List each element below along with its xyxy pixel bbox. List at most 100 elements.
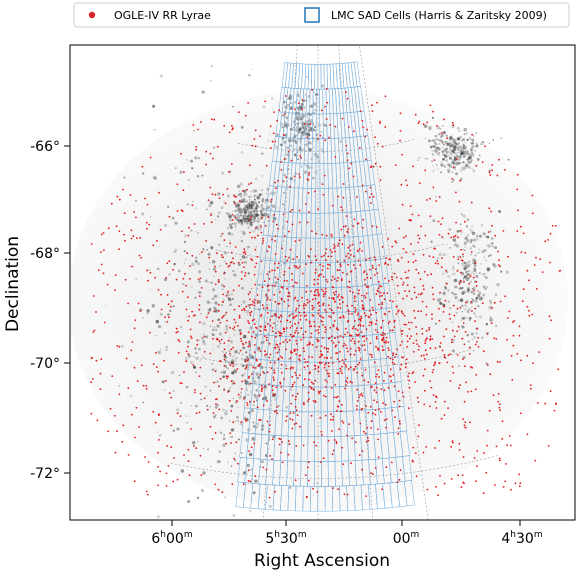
rr-lyrae-point: [232, 257, 234, 260]
rr-lyrae-point: [394, 240, 397, 243]
rr-lyrae-point: [178, 340, 181, 343]
rr-lyrae-point: [217, 303, 220, 306]
rr-lyrae-point: [365, 441, 368, 443]
dust-speck: [436, 126, 441, 130]
rr-lyrae-point: [322, 290, 325, 293]
dust-speck: [467, 286, 470, 290]
dust-speck: [248, 411, 250, 414]
dust-speck: [248, 452, 253, 457]
rr-lyrae-point: [316, 491, 319, 493]
rr-lyrae-point: [241, 309, 243, 311]
dust-speck: [170, 370, 175, 375]
dust-speck: [168, 309, 172, 313]
rr-lyrae-point: [329, 249, 332, 252]
rr-lyrae-point: [313, 294, 316, 297]
rr-lyrae-point: [405, 179, 407, 182]
dust-speck: [236, 218, 240, 222]
dust-speck: [261, 207, 265, 212]
rr-lyrae-point: [381, 345, 384, 348]
rr-lyrae-point: [272, 376, 275, 379]
rr-lyrae-point: [443, 414, 446, 416]
dust-speck: [452, 145, 457, 150]
rr-lyrae-point: [317, 275, 320, 277]
dust-speck: [263, 341, 265, 343]
rr-lyrae-point: [273, 371, 276, 374]
dust-speck: [489, 318, 493, 322]
rr-lyrae-point: [266, 307, 269, 310]
rr-lyrae-point: [447, 407, 449, 409]
rr-lyrae-point: [281, 461, 284, 464]
rr-lyrae-point: [288, 230, 290, 233]
rr-lyrae-point: [344, 327, 347, 330]
dust-speck: [236, 419, 240, 423]
dust-speck: [247, 195, 250, 198]
rr-lyrae-point: [283, 270, 286, 273]
dust-speck: [480, 337, 483, 339]
dust-speck: [239, 192, 242, 195]
rr-lyrae-point: [367, 381, 370, 383]
rr-lyrae-point: [189, 277, 191, 280]
rr-lyrae-point: [177, 338, 180, 341]
dust-speck: [475, 237, 479, 241]
rr-lyrae-point: [322, 304, 324, 306]
dust-speck: [467, 160, 471, 164]
rr-lyrae-point: [460, 249, 462, 251]
rr-lyrae-point: [250, 215, 253, 218]
rr-lyrae-point: [280, 297, 283, 300]
dust-speck: [213, 306, 217, 310]
dust-speck: [443, 165, 447, 168]
dust-speck: [444, 140, 447, 143]
dust-speck: [434, 140, 436, 143]
rr-lyrae-point: [352, 175, 355, 178]
dust-speck: [473, 336, 476, 339]
dust-speck: [475, 142, 478, 144]
dust-speck: [228, 223, 233, 227]
dust-speck: [457, 151, 459, 154]
dust-speck: [256, 210, 259, 213]
dust-speck: [214, 309, 218, 313]
rr-lyrae-point: [330, 413, 332, 416]
dust-speck: [324, 124, 327, 127]
rr-lyrae-point: [405, 277, 408, 279]
rr-lyrae-point: [315, 444, 317, 447]
rr-lyrae-point: [133, 211, 135, 213]
dust-speck: [451, 162, 453, 164]
rr-lyrae-point: [268, 246, 271, 249]
rr-lyrae-point: [181, 230, 183, 233]
dust-speck: [234, 350, 238, 354]
dust-speck: [253, 196, 256, 199]
dust-speck: [249, 210, 252, 212]
rr-lyrae-point: [205, 316, 208, 319]
rr-lyrae-point: [165, 485, 168, 487]
rr-lyrae-point: [333, 396, 336, 399]
rr-lyrae-point: [470, 251, 473, 253]
dust-speck: [495, 324, 498, 327]
rr-lyrae-point: [351, 437, 354, 440]
rr-lyrae-point: [240, 388, 243, 390]
rr-lyrae-point: [429, 104, 432, 107]
rr-lyrae-point: [181, 290, 184, 293]
rr-lyrae-point: [383, 419, 386, 421]
dust-speck: [179, 170, 183, 174]
rr-lyrae-point: [332, 324, 335, 326]
rr-lyrae-point: [242, 343, 245, 346]
rr-lyrae-point: [227, 391, 230, 393]
rr-lyrae-point: [281, 247, 283, 250]
dust-speck: [471, 299, 475, 302]
rr-lyrae-point: [384, 126, 387, 128]
dust-speck: [484, 287, 487, 290]
rr-lyrae-point: [168, 260, 171, 263]
dust-speck: [191, 440, 196, 445]
rr-lyrae-point: [364, 368, 367, 371]
rr-lyrae-point: [381, 488, 383, 491]
dust-speck: [251, 201, 255, 205]
dust-speck: [473, 259, 477, 263]
dust-speck: [474, 163, 477, 166]
dust-speck: [247, 215, 250, 217]
rr-lyrae-point: [289, 321, 292, 323]
rr-lyrae-point: [260, 260, 263, 263]
rr-lyrae-point: [426, 121, 428, 124]
dust-speck: [221, 288, 224, 291]
rr-lyrae-point: [339, 265, 342, 268]
rr-lyrae-point: [293, 423, 296, 426]
